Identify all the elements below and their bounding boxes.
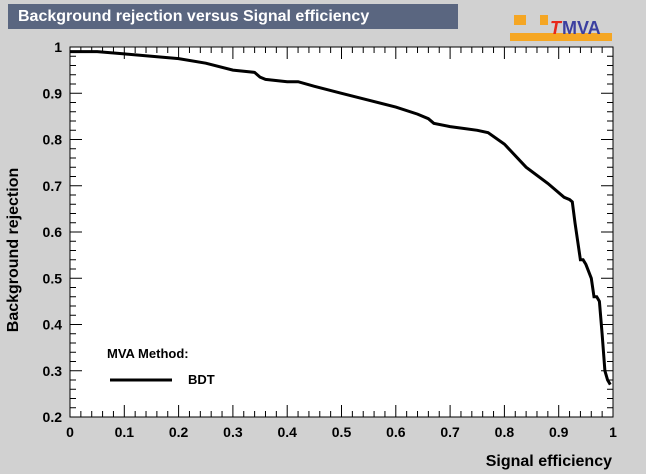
logo-t: T: [550, 18, 563, 38]
x-axis-label: Signal efficiency: [486, 453, 612, 470]
x-tick-label: 0.4: [277, 424, 297, 440]
x-tick-label: 0.8: [495, 424, 515, 440]
x-tick-label: 0.6: [386, 424, 406, 440]
tick-group: [69, 46, 614, 418]
y-tick-label: 0.7: [43, 178, 63, 194]
logo-block-mid: [540, 15, 548, 25]
tmva-logo: T MVA: [510, 13, 612, 43]
bdt-curve: [70, 50, 612, 386]
x-tick-label: 0.2: [169, 424, 189, 440]
x-tick-label: 0: [66, 424, 74, 440]
x-tick-label: 0.3: [223, 424, 243, 440]
x-tick-label: 0.9: [549, 424, 569, 440]
y-tick-label: 0.3: [43, 363, 63, 379]
y-axis-label: Background rejection: [5, 168, 22, 332]
legend-header: MVA Method:: [107, 346, 189, 361]
y-tick-label: 0.5: [43, 270, 63, 286]
y-tick-label: 0.8: [43, 132, 63, 148]
legend-label-bdt: BDT: [188, 372, 215, 387]
x-tick-label: 0.7: [440, 424, 460, 440]
y-tick-label: 0.6: [43, 224, 63, 240]
logo-mva: MVA: [562, 18, 601, 38]
y-tick-label: 0.4: [43, 317, 63, 333]
x-tick-label: 0.5: [332, 424, 352, 440]
logo-block-left: [514, 15, 526, 25]
y-tick-label: 1: [54, 39, 62, 55]
tick-label-group: 0 0.1 0.2 0.3 0.4 0.5 0.6 0.7 0.8 0.9 1 0.2 0.3 0.4 0.…: [43, 39, 618, 440]
x-tick-label: 1: [609, 424, 617, 440]
y-tick-label: 0.2: [43, 409, 63, 425]
x-tick-label: 0.1: [115, 424, 135, 440]
plot-area: [69, 46, 614, 418]
logo-stripe: [510, 33, 612, 41]
y-tick-label: 0.9: [43, 85, 63, 101]
chart-title: Background rejection versus Signal effic…: [8, 4, 458, 29]
